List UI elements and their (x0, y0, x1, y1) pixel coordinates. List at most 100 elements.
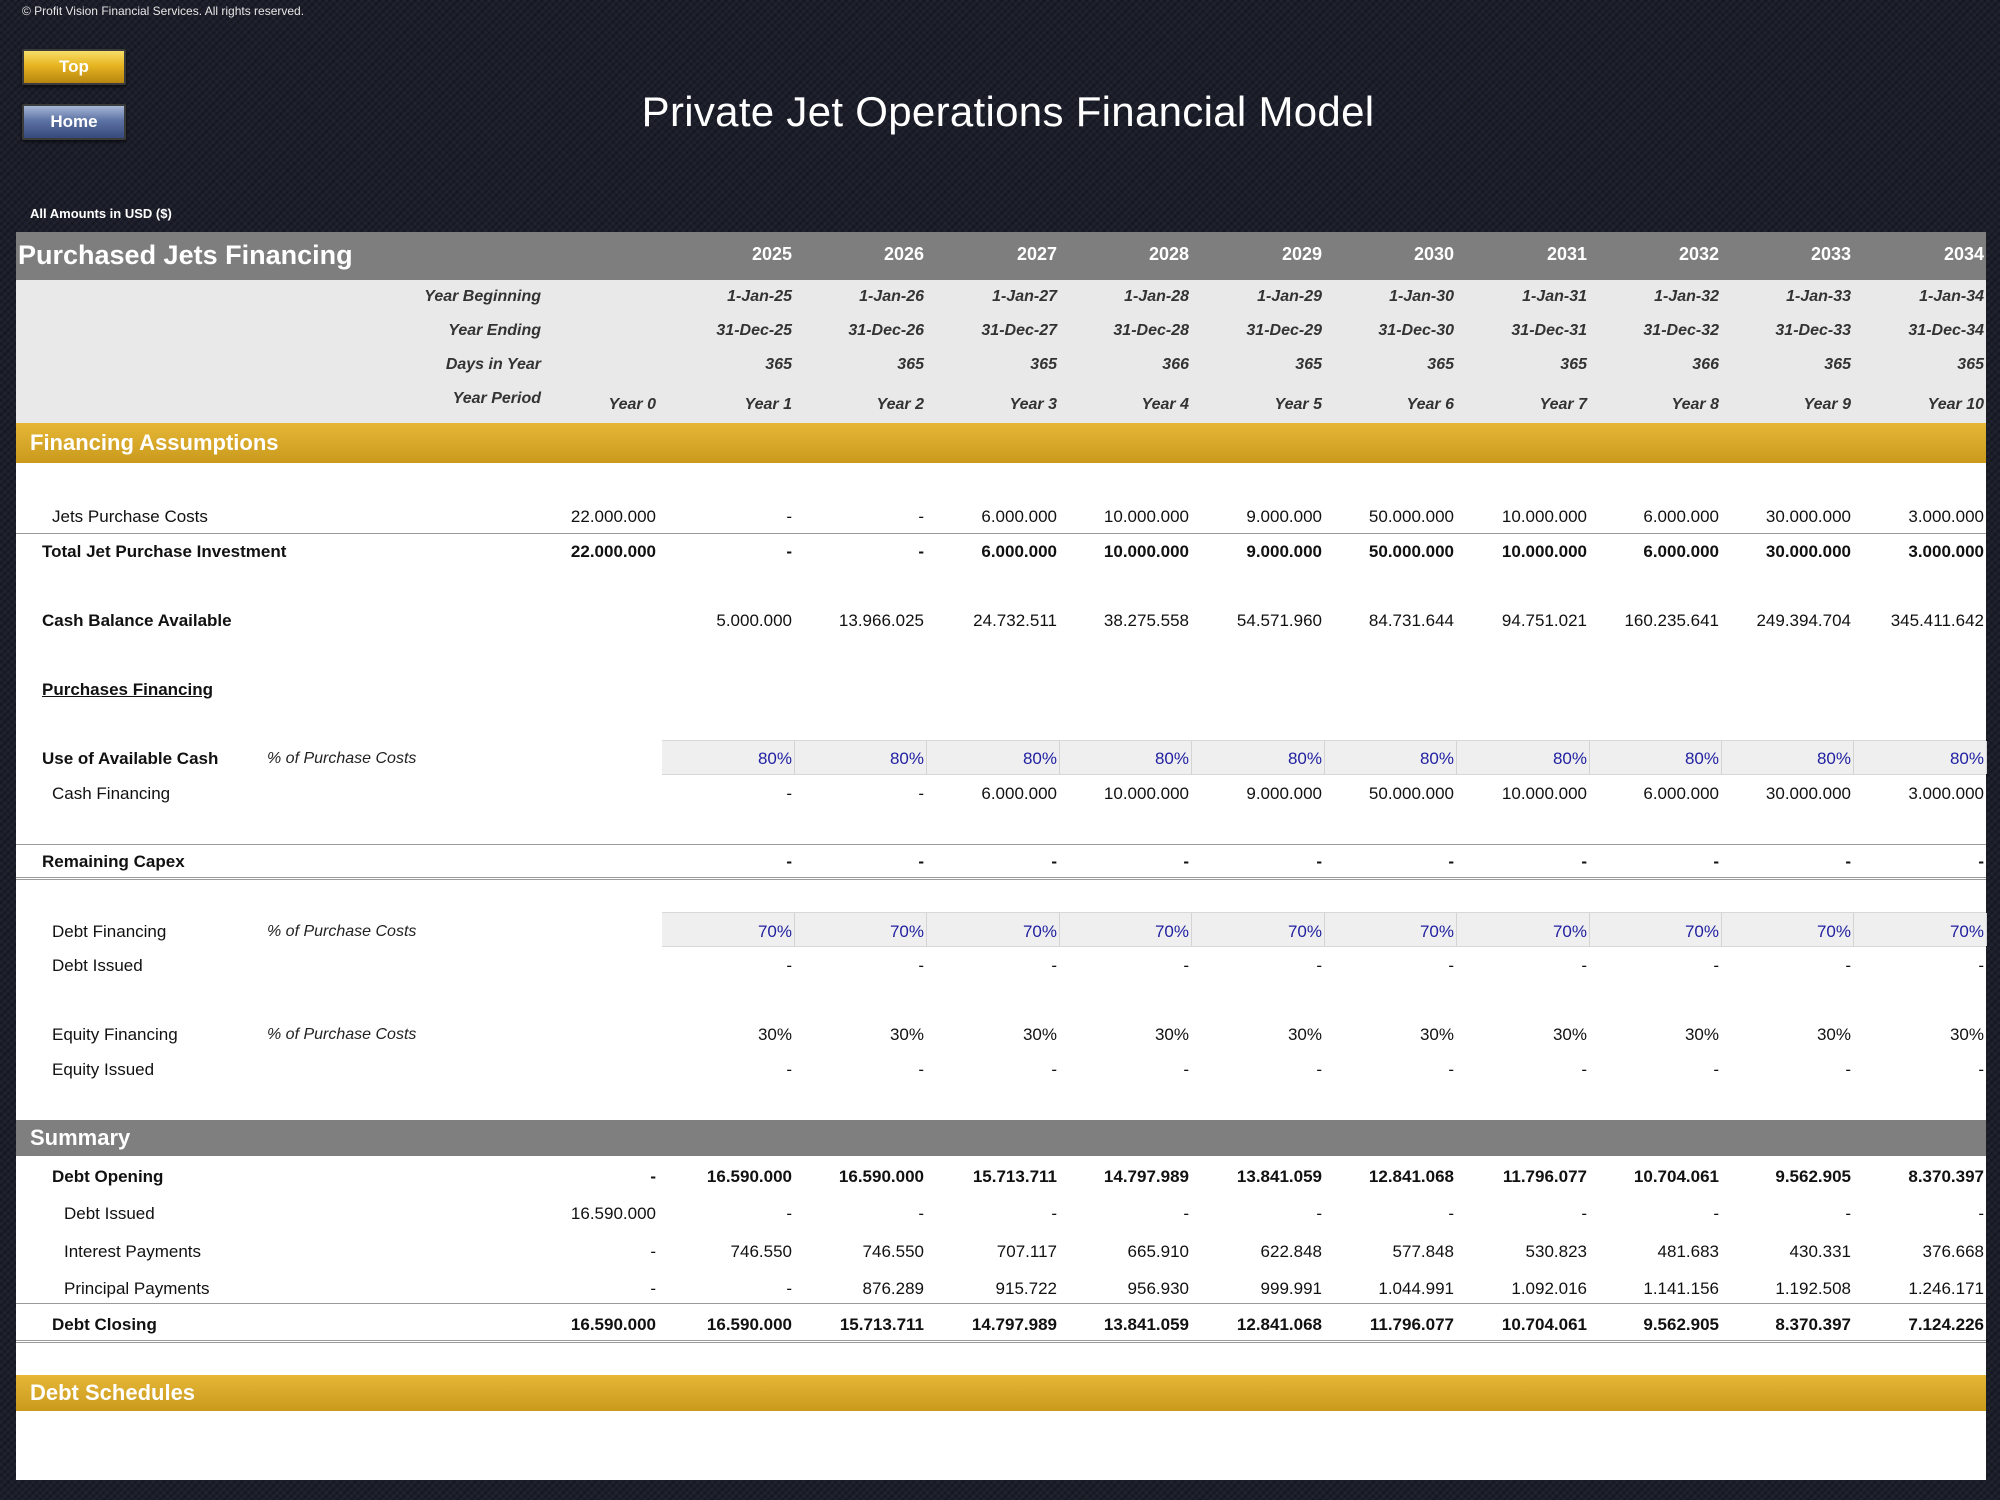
cash-financing-cell: - (786, 784, 792, 803)
debt-financing-input[interactable]: 70% (1816, 922, 1851, 941)
debt-closing-cell: 8.370.397 (1775, 1315, 1851, 1334)
remaining-capex-cell: - (786, 852, 792, 871)
year-header: 2030 (1413, 244, 1454, 264)
total-jet-purchase-cell: 22.000.000 (570, 542, 656, 561)
top-button[interactable]: Top (22, 49, 126, 85)
use-of-cash-input[interactable]: 80% (1949, 749, 1984, 768)
use-of-cash-input[interactable]: 80% (757, 749, 792, 768)
debt-financing-label: Debt Financing (52, 922, 167, 941)
use-of-cash-unit: % of Purchase Costs (267, 750, 417, 767)
debt-opening-cell: 11.796.077 (1502, 1167, 1587, 1186)
use-of-cash-input[interactable]: 80% (1816, 749, 1851, 768)
cash-balance-cell: 54.571.960 (1236, 611, 1322, 630)
equity-financing-cell: 30% (1022, 1025, 1057, 1044)
debt-financing-input[interactable]: 70% (1552, 922, 1587, 941)
jets-purchase-costs-cell: 10.000.000 (1501, 507, 1587, 526)
cash-balance-cell: 345.411.642 (1890, 611, 1984, 630)
cell-separator (1191, 741, 1192, 774)
debt-financing-input[interactable]: 70% (1022, 922, 1057, 941)
jets-purchase-costs-cell: 22.000.000 (570, 507, 656, 526)
cell-separator (1721, 741, 1722, 774)
cash-financing-cell: 10.000.000 (1501, 784, 1587, 803)
summary-debt-issued-cell: 16.590.000 (570, 1204, 656, 1223)
debt-closing-label: Debt Closing (52, 1315, 157, 1334)
divider-double-line (16, 877, 1986, 880)
use-of-cash-input[interactable]: 80% (1022, 749, 1057, 768)
year-beginning-cell: 1-Jan-33 (1786, 288, 1851, 305)
principal-payments-cell: - (650, 1279, 656, 1298)
year-ending-cell: 31-Dec-32 (1643, 322, 1719, 339)
year-period-cell: Year 3 (1009, 396, 1057, 413)
total-jet-purchase-cell: 3.000.000 (1908, 542, 1984, 561)
equity-issued-cell: - (918, 1060, 924, 1079)
summary-debt-issued-cell: - (1316, 1204, 1322, 1223)
sheet-title: Purchased Jets Financing (18, 240, 353, 270)
debt-financing-input[interactable]: 70% (1154, 922, 1189, 941)
year-beginning-cell: 1-Jan-32 (1654, 288, 1719, 305)
year-ending-cell: 31-Dec-26 (848, 322, 924, 339)
total-jet-purchase-label: Total Jet Purchase Investment (42, 542, 287, 561)
jets-purchase-costs-cell: 9.000.000 (1246, 507, 1322, 526)
cell-separator (1059, 741, 1060, 774)
debt-financing-input[interactable]: 70% (1684, 922, 1719, 941)
cell-separator (1324, 913, 1325, 946)
year-period-cell: Year 2 (876, 396, 924, 413)
debt-issued-label: Debt Issued (52, 956, 143, 975)
debt-financing-input[interactable]: 70% (1949, 922, 1984, 941)
use-of-cash-input[interactable]: 80% (1419, 749, 1454, 768)
cell-separator (794, 913, 795, 946)
year-period-cell: Year 0 (608, 396, 656, 413)
principal-payments-cell: 956.930 (1127, 1279, 1189, 1298)
financing-assumptions-title: Financing Assumptions (30, 430, 279, 455)
cell-separator (926, 913, 927, 946)
equity-financing-unit: % of Purchase Costs (267, 1026, 417, 1043)
interest-payments-cell: 622.848 (1260, 1242, 1322, 1261)
equity-issued-cell: - (1316, 1060, 1322, 1079)
debt-closing-cell: 16.590.000 (706, 1315, 792, 1334)
debt-financing-input[interactable]: 70% (1287, 922, 1322, 941)
total-jet-purchase-cell: 10.000.000 (1501, 542, 1587, 561)
debt-closing-cell: 15.713.711 (839, 1315, 924, 1334)
principal-payments-cell: 1.044.991 (1378, 1279, 1454, 1298)
days-in-year-cell: 365 (1030, 356, 1057, 373)
debt-financing-input[interactable]: 70% (889, 922, 924, 941)
debt-financing-input[interactable]: 70% (1419, 922, 1454, 941)
cell-separator (926, 741, 927, 774)
year-period-cell: Year 1 (744, 396, 792, 413)
cash-financing-cell: 50.000.000 (1368, 784, 1454, 803)
year-period-cell: Year 4 (1141, 396, 1189, 413)
use-of-cash-input[interactable]: 80% (1154, 749, 1189, 768)
debt-opening-cell: 9.562.905 (1775, 1167, 1851, 1186)
total-jet-purchase-cell: 6.000.000 (1643, 542, 1719, 561)
principal-payments-label: Principal Payments (64, 1279, 210, 1298)
jets-purchase-costs-cell: - (918, 507, 924, 526)
remaining-capex-cell: - (918, 852, 924, 871)
use-of-cash-input[interactable]: 80% (1552, 749, 1587, 768)
home-button[interactable]: Home (22, 104, 126, 140)
equity-financing-cell: 30% (1552, 1025, 1587, 1044)
equity-financing-cell: 30% (1154, 1025, 1189, 1044)
debt-closing-cell: 12.841.068 (1236, 1315, 1322, 1334)
cell-separator (1456, 913, 1457, 946)
use-of-cash-input[interactable]: 80% (1287, 749, 1322, 768)
cash-balance-cell: 94.751.021 (1501, 611, 1587, 630)
debt-closing-cell: 9.562.905 (1643, 1315, 1719, 1334)
principal-payments-cell: 1.192.508 (1775, 1279, 1851, 1298)
remaining-capex-cell: - (1316, 852, 1322, 871)
days-in-year-cell: 365 (1427, 356, 1454, 373)
equity-issued-cell: - (1183, 1060, 1189, 1079)
year-header: 2033 (1810, 244, 1851, 264)
jets-purchase-costs-cell: 50.000.000 (1368, 507, 1454, 526)
use-of-cash-input[interactable]: 80% (889, 749, 924, 768)
days-in-year-cell: 365 (1560, 356, 1587, 373)
sheet-header-band: Purchased Jets Financing (16, 232, 1986, 280)
days-in-year-cell: 365 (1957, 356, 1984, 373)
debt-financing-input[interactable]: 70% (757, 922, 792, 941)
year-ending-cell: 31-Dec-28 (1113, 322, 1189, 339)
use-of-cash-input[interactable]: 80% (1684, 749, 1719, 768)
remaining-capex-cell: - (1845, 852, 1851, 871)
summary-debt-issued-cell: - (1713, 1204, 1719, 1223)
interest-payments-cell: 665.910 (1127, 1242, 1189, 1261)
year-beginning-cell: 1-Jan-25 (727, 288, 792, 305)
debt-opening-label: Debt Opening (52, 1167, 164, 1186)
